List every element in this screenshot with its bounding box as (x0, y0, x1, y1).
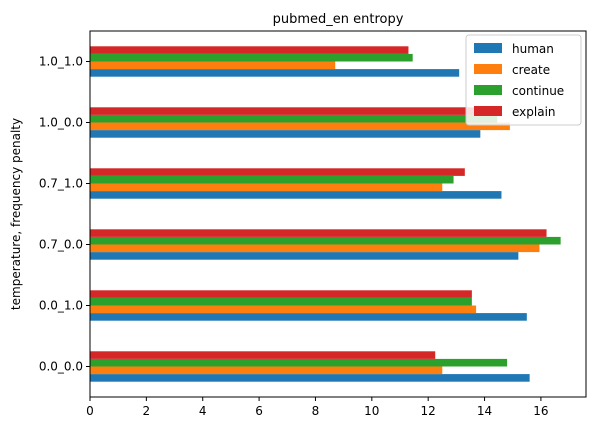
legend-label-human: human (512, 42, 554, 56)
y-tick-label: 0.0_1.0 (39, 299, 83, 313)
bar-explain-0-0-1-0 (90, 290, 472, 298)
bar-human-0-7-0-0 (90, 252, 519, 260)
x-tick-label: 14 (477, 404, 492, 418)
bar-create-1-0-1-0 (90, 61, 336, 70)
bar-create-1-0-0-0 (90, 122, 510, 131)
bar-human-0-0-1-0 (90, 313, 527, 321)
bar-explain-1-0-1-0 (90, 46, 409, 54)
x-tick-label: 12 (421, 404, 436, 418)
y-axis-label: temperature, frequency penalty (9, 118, 23, 310)
bar-create-0-0-1-0 (90, 305, 477, 314)
y-tick-label: 0.7_1.0 (39, 177, 83, 191)
x-axis-ticks: 0 2 4 6 8 10 12 14 16 (86, 397, 549, 418)
bar-human-0-0-0-0 (90, 374, 530, 382)
bar-continue-0-7-0-0 (90, 236, 561, 245)
x-tick-label: 10 (364, 404, 379, 418)
bar-human-1-0-0-0 (90, 130, 481, 138)
x-tick-label: 2 (143, 404, 151, 418)
bar-create-0-7-0-0 (90, 244, 540, 253)
bar-explain-0-7-0-0 (90, 229, 547, 237)
bar-human-0-7-1-0 (90, 191, 502, 199)
y-tick-label: 0.0_0.0 (39, 360, 83, 374)
x-tick-label: 16 (533, 404, 548, 418)
legend: human create continue explain (465, 34, 582, 126)
legend-swatch-explain (474, 106, 502, 116)
bar-continue-0-0-0-0 (90, 358, 508, 367)
bar-continue-1-0-1-0 (90, 53, 413, 62)
bar-explain-0-0-0-0 (90, 351, 436, 359)
legend-label-continue: continue (512, 84, 564, 98)
bar-explain-1-0-0-0 (90, 107, 477, 115)
bar-create-0-7-1-0 (90, 183, 443, 192)
legend-label-create: create (512, 63, 550, 77)
y-tick-label: 1.0_1.0 (39, 55, 83, 69)
bar-create-0-0-0-0 (90, 366, 443, 375)
chart-title: pubmed_en entropy (273, 12, 404, 27)
bar-continue-0-7-1-0 (90, 175, 454, 184)
y-axis-ticks: 0.0_0.0 0.0_1.0 0.7_0.0 0.7_1.0 1.0_0.0 1.0_1… (39, 55, 90, 374)
x-tick-label: 4 (199, 404, 207, 418)
y-tick-label: 0.7_0.0 (39, 238, 83, 252)
legend-swatch-human (474, 43, 502, 53)
legend-swatch-continue (474, 85, 502, 95)
bar-explain-0-7-1-0 (90, 168, 465, 176)
y-tick-label: 1.0_0.0 (39, 116, 83, 130)
legend-label-explain: explain (512, 105, 556, 119)
bars-group (90, 46, 561, 382)
x-tick-label: 0 (86, 404, 94, 418)
plot-frame (89, 30, 587, 398)
bar-continue-0-0-1-0 (90, 297, 472, 306)
x-tick-label: 6 (255, 404, 263, 418)
legend-swatch-create (474, 64, 502, 74)
x-tick-label: 8 (312, 404, 320, 418)
bar-human-1-0-1-0 (90, 69, 460, 77)
bar-continue-1-0-0-0 (90, 114, 498, 123)
legend-box (465, 34, 582, 126)
